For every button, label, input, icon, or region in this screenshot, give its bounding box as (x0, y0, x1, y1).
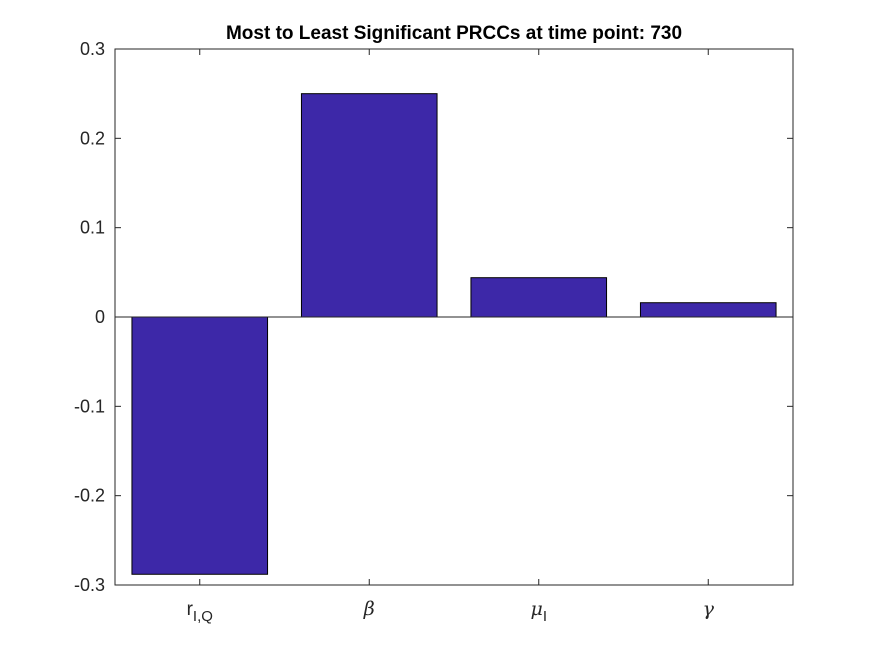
y-tick-label: 0.2 (80, 128, 105, 148)
y-tick-label: -0.1 (74, 396, 105, 416)
y-tick-label: 0 (95, 307, 105, 327)
x-tick-label: β (363, 598, 375, 620)
chart-title: Most to Least Significant PRCCs at time … (226, 23, 682, 44)
x-tick-label: μI (530, 598, 547, 625)
y-tick-label: -0.2 (74, 486, 105, 506)
bar-4 (639, 302, 777, 318)
x-tick-label: γ (703, 598, 715, 620)
bar-3 (470, 277, 608, 318)
bar-1 (131, 316, 269, 575)
x-tick-label: rI,Q (187, 599, 213, 625)
x-axis-ticks: rI,Q β μI γ (187, 49, 715, 625)
bar-2 (300, 93, 438, 318)
bars-group (131, 93, 777, 575)
y-axis-ticks: -0.3 -0.2 -0.1 0 0.1 0.2 0.3 (74, 39, 793, 595)
y-tick-label: 0.1 (80, 218, 105, 238)
y-tick-label: 0.3 (80, 39, 105, 59)
y-tick-label: -0.3 (74, 575, 105, 595)
